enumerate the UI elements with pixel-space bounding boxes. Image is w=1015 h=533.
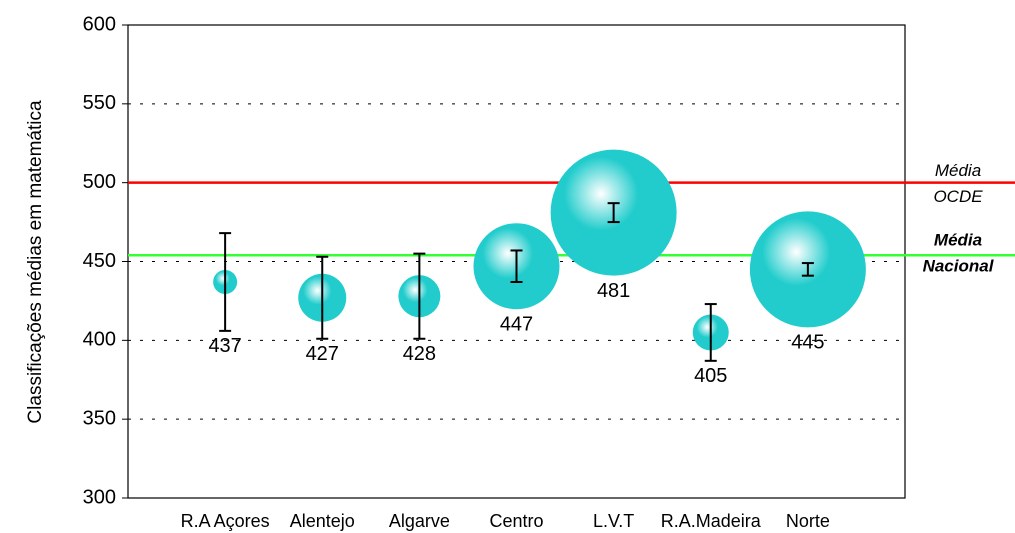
plot-frame <box>127 24 906 499</box>
y-tick-label: 550 <box>83 92 116 114</box>
y-tick-label: 600 <box>83 13 116 35</box>
data-label: 437 <box>208 335 241 357</box>
x-tick-label: Alentejo <box>290 511 355 531</box>
data-label: 405 <box>694 365 727 387</box>
data-label: 428 <box>403 343 436 365</box>
y-tick-label: 350 <box>83 407 116 429</box>
reference-label: Média <box>935 161 981 180</box>
y-tick-label: 400 <box>83 329 116 351</box>
x-tick-label: Norte <box>786 511 830 531</box>
data-label: 427 <box>306 343 339 365</box>
x-tick-label: R.A Açores <box>181 511 270 531</box>
data-label: 445 <box>791 332 824 354</box>
y-axis-label: Classificações médias em matemática <box>25 100 46 424</box>
x-tick-label: R.A.Madeira <box>661 511 762 531</box>
x-tick-label: Algarve <box>389 511 450 531</box>
x-tick-label: Centro <box>489 511 543 531</box>
data-label: 447 <box>500 314 533 336</box>
y-tick-label: 450 <box>83 250 116 272</box>
reference-label: Nacional <box>923 257 995 276</box>
x-tick-label: L.V.T <box>593 511 634 531</box>
y-tick-label: 300 <box>83 486 116 508</box>
reference-label: Média <box>934 231 982 250</box>
data-label: 481 <box>597 280 630 302</box>
reference-label: OCDE <box>933 187 983 206</box>
y-tick-label: 500 <box>83 171 116 193</box>
